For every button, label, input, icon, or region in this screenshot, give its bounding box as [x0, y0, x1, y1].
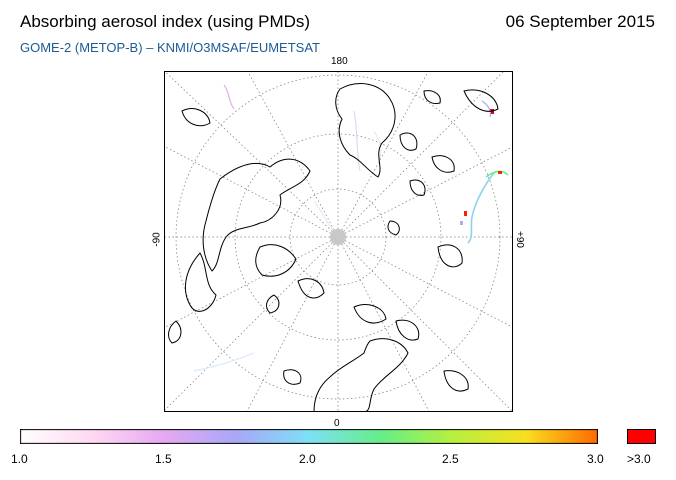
- colorbar-tick-3-0: 3.0: [587, 452, 604, 466]
- longitude-label-right: +90: [513, 231, 525, 248]
- colorbar-tick-1-5: 1.5: [155, 452, 172, 466]
- graticule: [164, 71, 513, 412]
- north-pole-gap: [330, 229, 346, 245]
- aerosol-traces: [193, 84, 509, 372]
- map-subtitle: GOME-2 (METOP-B) – KNMI/O3MSAF/EUMETSAT: [20, 40, 320, 55]
- longitude-label-left: -90: [151, 232, 163, 247]
- colorbar-tick-2-0: 2.0: [299, 452, 316, 466]
- coastlines: [168, 83, 499, 412]
- colorbar-gradient: [20, 429, 598, 444]
- colorbar-tick-1-0: 1.0: [11, 452, 28, 466]
- longitude-label-top: 180: [331, 56, 348, 67]
- colorbar-overflow-label: >3.0: [627, 452, 651, 466]
- colorbar-tick-2-5: 2.5: [442, 452, 459, 466]
- map-frame: [164, 71, 513, 412]
- polar-map: [164, 71, 513, 412]
- colorbar-overflow-swatch: [627, 429, 656, 444]
- map-title: Absorbing aerosol index (using PMDs): [20, 12, 311, 31]
- map-date: 06 September 2015: [505, 12, 655, 31]
- longitude-label-bottom: 0: [334, 418, 340, 429]
